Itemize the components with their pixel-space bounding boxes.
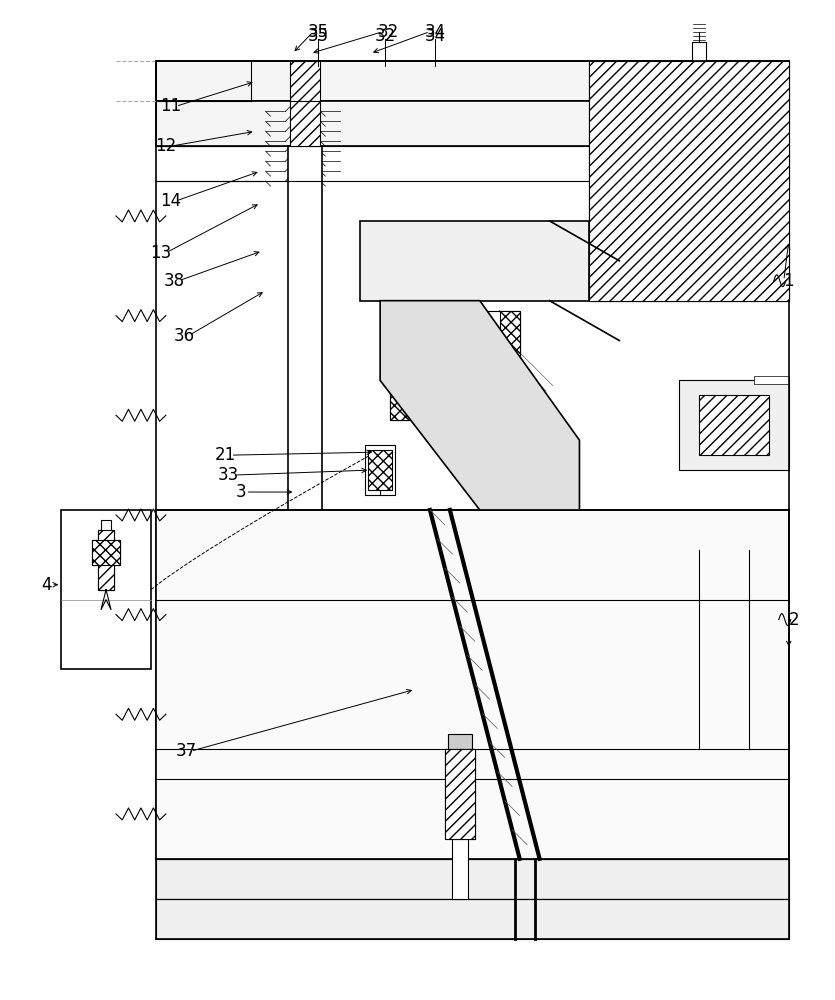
Bar — [61, 510, 151, 669]
Bar — [679, 380, 789, 470]
Text: 35: 35 — [308, 23, 329, 41]
Bar — [156, 61, 789, 101]
Bar — [448, 734, 472, 749]
Text: 21: 21 — [215, 446, 236, 464]
Bar — [390, 311, 410, 420]
Text: 32: 32 — [374, 27, 396, 45]
Bar — [98, 530, 114, 590]
Text: 34: 34 — [424, 23, 446, 41]
Bar — [445, 749, 475, 839]
Text: 2: 2 — [788, 611, 799, 629]
Bar — [365, 445, 395, 495]
Text: 37: 37 — [175, 742, 196, 760]
Text: 36: 36 — [173, 327, 195, 345]
Bar — [288, 146, 322, 560]
Text: 14: 14 — [160, 192, 181, 210]
Text: 38: 38 — [164, 272, 185, 290]
Bar — [101, 520, 111, 540]
Text: 32: 32 — [377, 23, 399, 41]
Bar — [390, 311, 519, 420]
Bar — [360, 221, 590, 301]
Text: 12: 12 — [155, 137, 176, 155]
Text: 13: 13 — [150, 244, 171, 262]
Bar — [590, 61, 789, 301]
Bar — [156, 510, 789, 859]
Bar — [156, 101, 789, 146]
Bar — [692, 42, 706, 61]
Bar — [452, 839, 468, 899]
Text: 1: 1 — [783, 272, 794, 290]
Bar — [590, 61, 789, 301]
Bar — [92, 540, 120, 565]
Bar — [445, 749, 475, 839]
Text: 4: 4 — [41, 576, 52, 594]
Bar — [499, 311, 519, 420]
Bar — [156, 899, 789, 939]
Bar — [156, 859, 789, 899]
Bar — [291, 101, 321, 146]
Bar — [699, 395, 769, 455]
Text: 34: 34 — [424, 27, 446, 45]
Polygon shape — [410, 311, 499, 420]
Polygon shape — [380, 301, 579, 510]
Bar — [754, 376, 789, 384]
Bar — [368, 450, 392, 490]
Bar — [92, 540, 120, 565]
Bar — [98, 530, 114, 590]
Text: 33: 33 — [218, 466, 240, 484]
Text: 3: 3 — [235, 483, 245, 501]
Text: 11: 11 — [160, 97, 181, 115]
Bar — [291, 61, 321, 101]
Text: 35: 35 — [308, 27, 329, 45]
